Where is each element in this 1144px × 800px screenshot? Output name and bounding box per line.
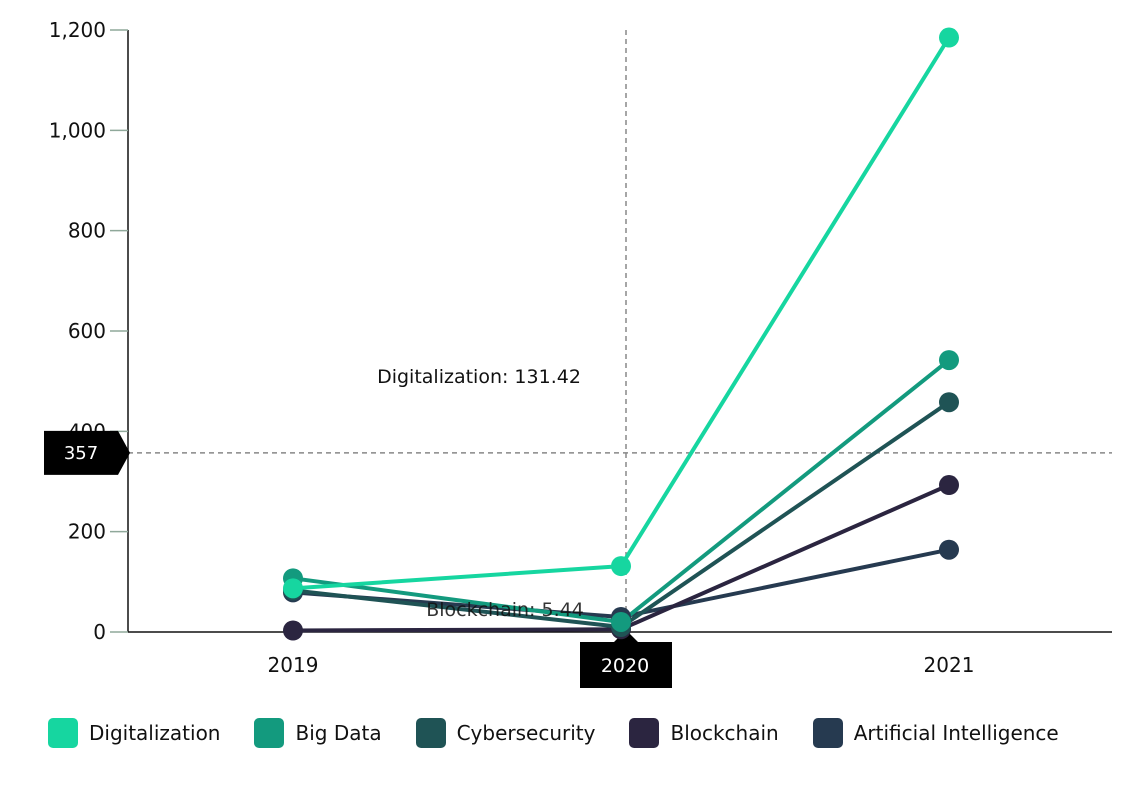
legend-swatch [48,718,78,748]
legend-label: Cybersecurity [456,721,596,745]
crosshair-x-badge [580,630,672,688]
legend-label: Blockchain [670,721,779,745]
legend-item[interactable]: Digitalization [48,718,220,748]
crosshair-y-badge [44,430,130,475]
data-point [283,620,303,641]
data-point [939,392,959,413]
data-point [283,578,303,599]
series-lines [292,36,951,633]
tooltips: Blockchain: 5.44 Digitalization: 131.42 [377,366,584,621]
y-tick-label: 1,200 [49,18,106,42]
crosshair-y-label: 357 [64,443,98,464]
data-point [611,611,631,632]
tooltip-text: Digitalization: 131.42 [377,366,581,388]
faded-tooltip-text: Blockchain: 5.44 [426,599,584,621]
x-tick-label: 2021 [924,653,975,677]
legend-item[interactable]: Blockchain [629,718,779,748]
data-point [611,556,631,577]
legend-item[interactable]: Cybersecurity [415,718,596,748]
legend-label: Artificial Intelligence [853,721,1059,745]
data-point [939,539,959,560]
legend-swatch [415,718,446,748]
data-point [939,27,959,48]
legend-swatch [254,718,285,748]
y-tick-label: 200 [68,520,106,544]
legend-item[interactable]: Big Data [254,718,382,748]
y-tick-label: 600 [68,319,106,343]
y-tick-label: 1,000 [49,118,106,142]
legend-swatch [812,718,843,748]
series-points [283,27,959,641]
y-tick-label: 800 [68,219,106,243]
legend: Digitalization Big Data Cybersecurity Block… [48,718,1093,748]
crosshair-x-label: 2020 [601,655,649,677]
y-tick-label: 0 [93,620,106,644]
legend-item[interactable]: Artificial Intelligence [812,718,1059,748]
legend-label: Big Data [295,721,382,745]
data-point [939,350,959,371]
legend-label: Digitalization [89,721,221,745]
data-point [939,475,959,496]
crosshair: 357 2020 [44,30,1112,688]
legend-swatch [629,718,660,748]
series-line-digitalization [292,36,951,591]
x-tick-label: 2019 [268,653,319,677]
